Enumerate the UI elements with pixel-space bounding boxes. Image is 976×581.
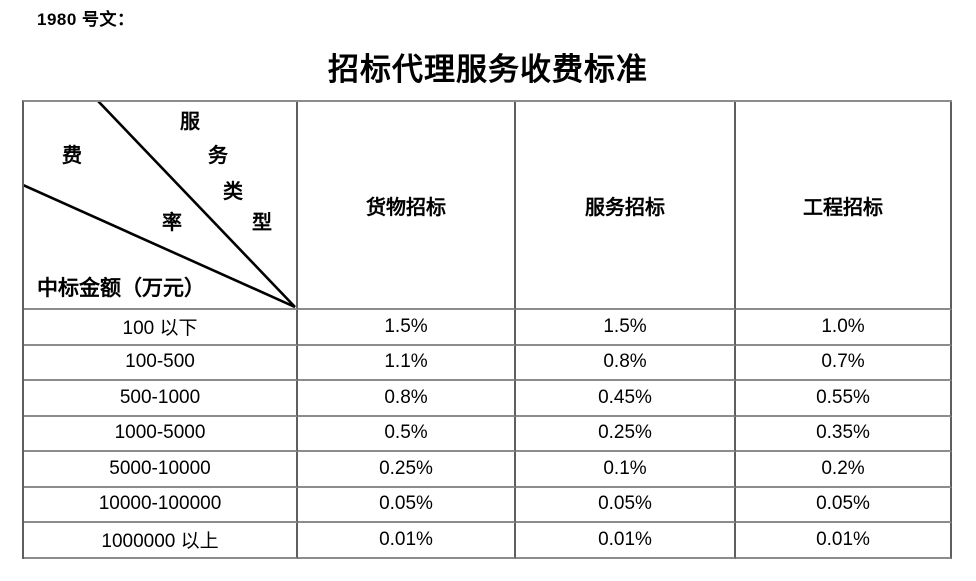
fee-cell-services: 0.01% xyxy=(516,523,736,559)
table-row: 100 以下 1.5% 1.5% 1.0% xyxy=(24,310,952,346)
fee-cell-goods: 0.5% xyxy=(298,416,516,452)
amount-axis-label: 中标金额（万元） xyxy=(37,276,205,300)
fee-rate-label-char: 费 xyxy=(62,145,82,167)
table-row: 1000000 以上 0.01% 0.01% 0.01% xyxy=(24,523,952,559)
fee-cell-services: 0.45% xyxy=(516,381,736,417)
fee-cell-goods: 0.8% xyxy=(298,381,516,417)
diagonal-split-lines xyxy=(24,102,296,308)
fee-cell-engineering: 0.55% xyxy=(736,381,952,417)
fee-cell-services: 0.25% xyxy=(516,416,736,452)
col-header-services-bidding: 服务招标 xyxy=(516,102,736,310)
col-header-engineering-bidding: 工程招标 xyxy=(736,102,952,310)
amount-range-cell: 1000-5000 xyxy=(24,416,298,452)
fee-cell-services: 0.05% xyxy=(516,487,736,523)
amount-range-cell: 100 以下 xyxy=(24,310,298,346)
table-row: 1000-5000 0.5% 0.25% 0.35% xyxy=(24,416,952,452)
amount-range-cell: 500-1000 xyxy=(24,381,298,417)
fee-cell-engineering: 1.0% xyxy=(736,310,952,346)
service-type-label-char: 类 xyxy=(223,181,243,203)
amount-range-cell: 5000-10000 xyxy=(24,452,298,488)
fee-rate-label-char: 率 xyxy=(162,212,182,234)
fee-cell-engineering: 0.05% xyxy=(736,487,952,523)
table-row: 100-500 1.1% 0.8% 0.7% xyxy=(24,345,952,381)
corner-header-cell: 服 务 类 型 费 率 中标金额（万元） xyxy=(24,102,298,310)
amount-range-cell: 1000000 以上 xyxy=(24,523,298,559)
fee-cell-goods: 0.05% xyxy=(298,487,516,523)
header-row: 服 务 类 型 费 率 中标金额（万元） 货物招标 服务招标 工程招标 xyxy=(24,102,952,310)
fee-cell-services: 1.5% xyxy=(516,310,736,346)
fee-cell-goods: 0.25% xyxy=(298,452,516,488)
fee-table: 服 务 类 型 费 率 中标金额（万元） 货物招标 服务招标 工程招标 100 … xyxy=(22,100,952,559)
service-type-label-char: 服 xyxy=(180,111,200,133)
fee-cell-goods: 1.1% xyxy=(298,345,516,381)
table-row: 5000-10000 0.25% 0.1% 0.2% xyxy=(24,452,952,488)
table-row: 500-1000 0.8% 0.45% 0.55% xyxy=(24,381,952,417)
service-type-label-char: 务 xyxy=(208,145,228,167)
fee-cell-engineering: 0.35% xyxy=(736,416,952,452)
page-title: 招标代理服务收费标准 xyxy=(328,52,648,87)
fee-cell-goods: 0.01% xyxy=(298,523,516,559)
table-row: 10000-100000 0.05% 0.05% 0.05% xyxy=(24,487,952,523)
doc-number-label: 1980 号文： xyxy=(37,10,135,29)
fee-cell-goods: 1.5% xyxy=(298,310,516,346)
fee-cell-engineering: 0.2% xyxy=(736,452,952,488)
col-header-goods-bidding: 货物招标 xyxy=(298,102,516,310)
fee-cell-engineering: 0.01% xyxy=(736,523,952,559)
service-type-label-char: 型 xyxy=(252,212,272,234)
fee-cell-services: 0.8% xyxy=(516,345,736,381)
amount-range-cell: 10000-100000 xyxy=(24,487,298,523)
amount-range-cell: 100-500 xyxy=(24,345,298,381)
fee-cell-services: 0.1% xyxy=(516,452,736,488)
fee-cell-engineering: 0.7% xyxy=(736,345,952,381)
